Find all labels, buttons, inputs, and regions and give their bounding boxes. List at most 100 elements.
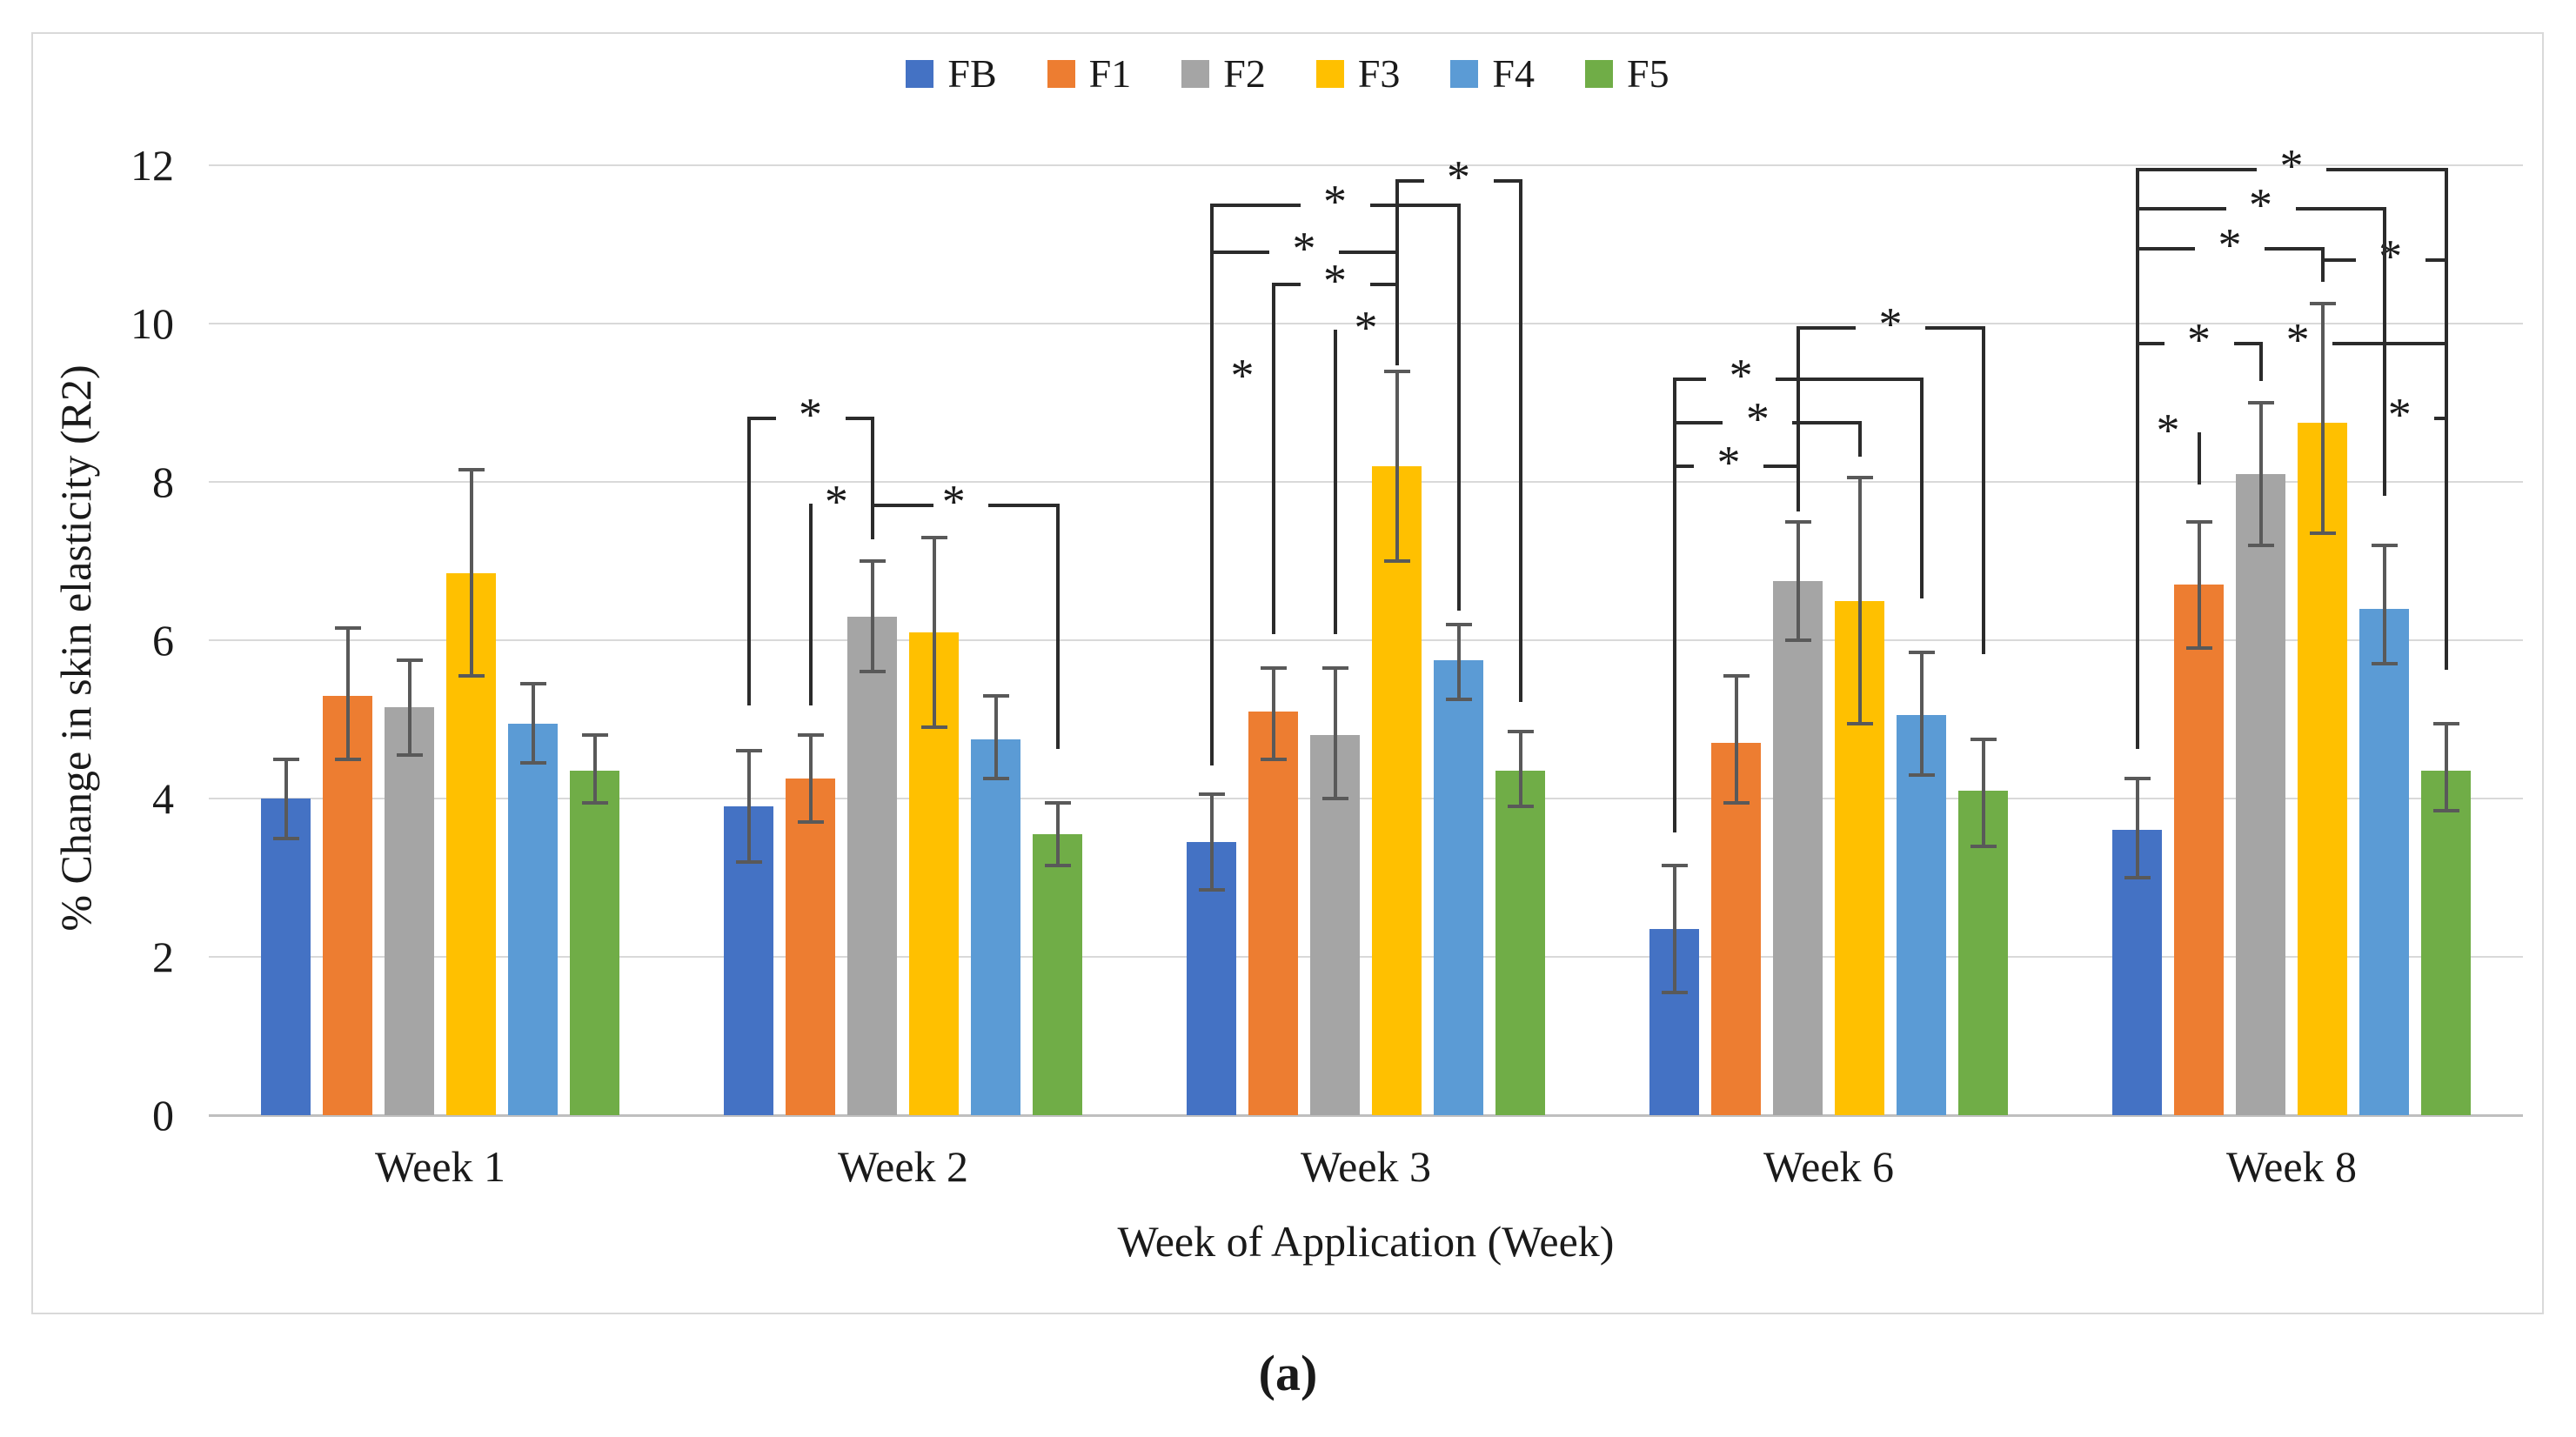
error-bar-F3 xyxy=(1395,371,1399,561)
significance-star: * xyxy=(1878,297,1903,351)
significance-bracket-line xyxy=(2137,207,2226,211)
significance-bracket-line xyxy=(1763,464,1798,468)
error-cap-bottom-F5 xyxy=(2432,808,2459,812)
legend-item-FB: FB xyxy=(906,51,997,96)
legend-label: FB xyxy=(947,51,997,96)
significance-bracket-drop xyxy=(870,417,874,540)
error-cap-bottom-F4 xyxy=(1908,772,1935,777)
significance-bracket-drop xyxy=(1857,420,1862,457)
error-cap-top-F4 xyxy=(1445,622,1472,626)
bar-week1-F4 xyxy=(508,723,558,1115)
x-axis-baseline xyxy=(209,1114,2523,1117)
error-cap-top-F5 xyxy=(1970,737,1997,741)
error-cap-bottom-F4 xyxy=(1445,698,1472,702)
significance-bracket-drop xyxy=(1518,179,1522,702)
significance-bracket-line xyxy=(1674,420,1723,424)
significance-star: * xyxy=(1323,254,1347,307)
bar-week3-F5 xyxy=(1495,771,1545,1115)
significance-bracket-line xyxy=(1925,325,1984,330)
error-cap-bottom-FB xyxy=(2124,876,2151,879)
gridline-y6 xyxy=(209,639,2523,641)
significance-star: * xyxy=(1716,436,1741,489)
significance-star: * xyxy=(2187,313,2211,366)
error-cap-top-F3 xyxy=(2309,302,2336,306)
error-cap-bottom-F5 xyxy=(1044,864,1071,868)
error-cap-top-F2 xyxy=(859,559,886,563)
significance-star: * xyxy=(2387,388,2412,441)
x-category-label: Week 8 xyxy=(2225,1142,2358,1191)
error-cap-bottom-F2 xyxy=(1321,797,1348,800)
error-cap-top-F3 xyxy=(458,468,485,472)
significance-bracket-line xyxy=(2295,207,2385,211)
significance-bracket-drop xyxy=(1055,504,1060,750)
significance-bracket-drop xyxy=(2382,207,2386,497)
error-bar-F5 xyxy=(2444,723,2448,811)
gridline-y10 xyxy=(209,323,2523,324)
error-cap-top-F5 xyxy=(2432,721,2459,725)
error-bar-F3 xyxy=(469,470,473,676)
significance-bracket-line xyxy=(2326,167,2446,171)
error-cap-top-F1 xyxy=(334,626,361,631)
x-category-label: Week 3 xyxy=(1300,1142,1432,1191)
error-bar-F2 xyxy=(1333,667,1337,799)
error-cap-bottom-F5 xyxy=(581,800,608,805)
error-bar-FB xyxy=(1209,794,1214,890)
bar-week2-F5 xyxy=(1033,833,1082,1115)
error-cap-bottom-F3 xyxy=(920,725,947,730)
error-cap-bottom-FB xyxy=(1661,990,1688,994)
significance-bracket-drop xyxy=(1919,377,1924,599)
significance-bracket-line xyxy=(1369,203,1459,207)
significance-bracket-drop xyxy=(2258,341,2263,382)
x-category-label: Week 1 xyxy=(374,1142,506,1191)
significance-bracket-line xyxy=(1674,464,1694,468)
bar-week1-F2 xyxy=(385,707,434,1115)
error-bar-FB xyxy=(1672,866,1676,993)
significance-bracket-line xyxy=(2137,167,2257,171)
error-bar-F4 xyxy=(994,695,998,779)
error-cap-top-F1 xyxy=(797,733,824,738)
legend-item-F1: F1 xyxy=(1047,54,1131,94)
legend-swatch-icon xyxy=(1450,60,1479,88)
y-tick-label: 6 xyxy=(152,616,174,665)
bar-week8-F5 xyxy=(2421,771,2471,1115)
bar-week1-FB xyxy=(261,799,311,1115)
bar-week6-F2 xyxy=(1773,580,1823,1115)
error-cap-top-F4 xyxy=(2371,543,2398,547)
gridline-y2 xyxy=(209,956,2523,958)
error-cap-bottom-F3 xyxy=(1383,559,1410,563)
error-cap-bottom-F3 xyxy=(1846,721,1873,725)
significance-star: * xyxy=(799,388,822,441)
y-tick-label: 0 xyxy=(152,1091,174,1140)
significance-bracket-drop xyxy=(1209,203,1214,765)
significance-bracket-line xyxy=(1369,282,1397,286)
bar-week6-F1 xyxy=(1711,743,1761,1115)
error-cap-top-FB xyxy=(1198,792,1225,797)
significance-bracket-drop xyxy=(746,417,751,706)
error-bar-F5 xyxy=(1055,802,1060,866)
significance-bracket-line xyxy=(845,417,873,421)
error-cap-bottom-F4 xyxy=(2371,662,2398,666)
error-cap-bottom-F3 xyxy=(458,673,485,678)
significance-bracket-line xyxy=(2434,417,2446,421)
y-tick-label: 8 xyxy=(152,458,174,506)
error-cap-bottom-FB xyxy=(735,859,762,864)
error-cap-bottom-F1 xyxy=(2185,646,2212,651)
error-bar-F2 xyxy=(1796,521,1800,640)
error-cap-bottom-FB xyxy=(272,836,299,840)
gridline-y4 xyxy=(209,798,2523,799)
error-cap-top-F5 xyxy=(581,733,608,738)
significance-star: * xyxy=(2285,313,2310,366)
figure-caption: (a) xyxy=(1258,1345,1318,1401)
significance-bracket-drop xyxy=(808,504,813,706)
y-tick-label: 4 xyxy=(152,774,174,823)
significance-star: * xyxy=(824,475,848,528)
bar-week8-F3 xyxy=(2298,422,2347,1115)
error-bar-F5 xyxy=(592,735,597,803)
significance-bracket-drop xyxy=(1395,179,1399,366)
bar-week1-F5 xyxy=(570,771,619,1115)
significance-bracket-line xyxy=(2137,246,2195,251)
error-cap-bottom-F2 xyxy=(2247,543,2274,547)
bar-week2-F4 xyxy=(971,739,1020,1115)
significance-bracket-line xyxy=(988,504,1058,508)
error-cap-top-F3 xyxy=(920,535,947,539)
